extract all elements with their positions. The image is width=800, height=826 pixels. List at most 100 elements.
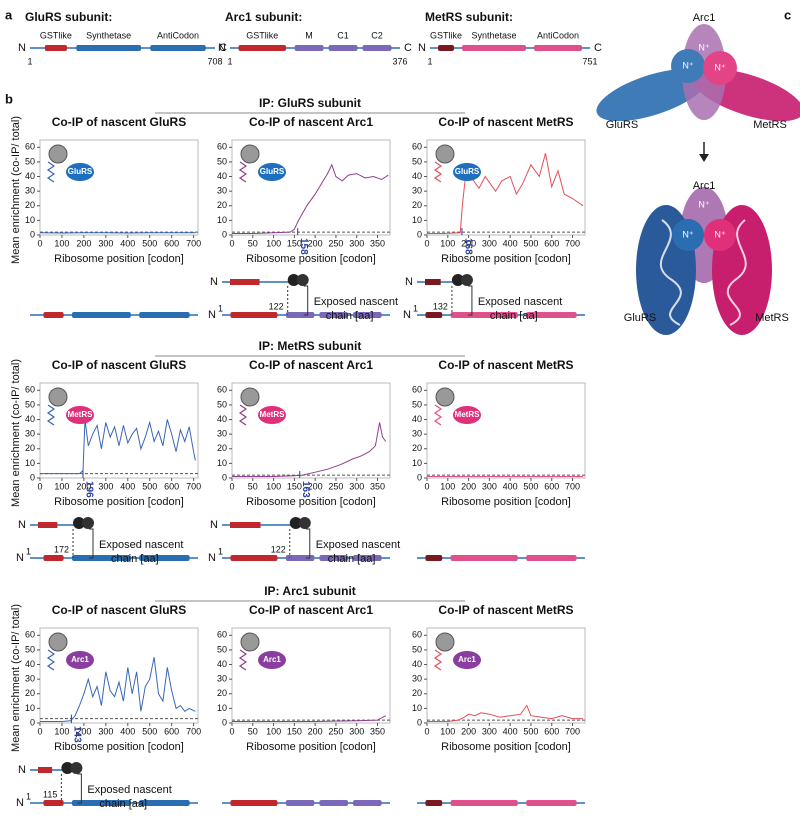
y-tick-label: 40 <box>412 414 422 424</box>
c-terminus: C <box>219 42 227 54</box>
chain-domain <box>425 279 441 285</box>
bracket <box>303 285 309 316</box>
c-terminus: C <box>404 42 412 54</box>
x-tick-label: 250 <box>328 726 343 736</box>
y-tick-label: 50 <box>25 399 35 409</box>
x-tick-label: 350 <box>370 238 385 248</box>
caption: chain [aa] <box>328 553 376 565</box>
domain <box>43 312 64 318</box>
ribosome <box>287 274 300 286</box>
bait-label: GluRS <box>68 167 93 176</box>
y-tick-label: 60 <box>25 385 35 395</box>
x-tick-label: 300 <box>482 238 497 248</box>
n-terminus: N <box>18 764 26 776</box>
x-tick-label: 400 <box>120 726 135 736</box>
x-tick-label: 600 <box>164 726 179 736</box>
x-tick-label: 100 <box>440 238 455 248</box>
x-tick-label: 300 <box>482 481 497 491</box>
x-tick-label: 50 <box>248 238 258 248</box>
y-tick-label: 20 <box>25 688 35 698</box>
exposed-position: 122 <box>271 544 286 554</box>
y-tick-label: 50 <box>217 644 227 654</box>
panel-label: b <box>5 91 13 106</box>
y-tick-label: 10 <box>25 458 35 468</box>
domain <box>425 312 443 318</box>
end-residue: 751 <box>582 56 597 66</box>
domain <box>425 555 443 561</box>
ribosome-icon <box>435 632 455 652</box>
data-line <box>232 163 389 234</box>
x-tick-label: 600 <box>544 481 559 491</box>
domain <box>230 312 278 318</box>
x-tick-label: 600 <box>164 238 179 248</box>
nascent-chain-icon <box>433 404 443 426</box>
bait-icon <box>453 163 481 181</box>
data-line <box>232 422 387 477</box>
bait-label: GluRS <box>455 167 480 176</box>
x-tick-label: 100 <box>54 238 69 248</box>
x-tick-label: 0 <box>229 481 234 491</box>
y-tick-label: 20 <box>217 200 227 210</box>
y-tick-label: 40 <box>217 171 227 181</box>
domain <box>294 45 324 51</box>
plot-frame <box>231 139 391 236</box>
x-tick-label: 300 <box>482 726 497 736</box>
ribosome <box>296 274 309 286</box>
domain <box>43 800 64 806</box>
ribosome-icon <box>435 144 455 164</box>
y-tick-label: 20 <box>217 688 227 698</box>
x-tick-label: 300 <box>98 238 113 248</box>
domain <box>353 800 382 806</box>
domain <box>462 45 526 51</box>
row-header: IP: GluRS subunit <box>259 96 361 110</box>
caption: Exposed nascent <box>316 539 400 551</box>
onset-label: 196 <box>83 481 94 498</box>
n-label: N⁺ <box>714 62 725 72</box>
data-line <box>40 419 196 475</box>
x-tick-label: 600 <box>544 726 559 736</box>
bait-label: Arc1 <box>71 655 89 664</box>
n-terminus: N <box>16 797 24 809</box>
y-tick-label: 0 <box>417 229 422 239</box>
x-tick-label: 150 <box>287 726 302 736</box>
y-tick-label: 10 <box>25 215 35 225</box>
y-tick-label: 0 <box>30 229 35 239</box>
domain <box>150 45 206 51</box>
n-label: N⁺ <box>682 60 693 70</box>
plot-frame <box>39 627 199 724</box>
bait-label: MetRS <box>455 410 481 419</box>
ribosome <box>61 762 74 774</box>
y-tick-label: 10 <box>412 215 422 225</box>
domain <box>526 800 577 806</box>
protein-title: Arc1 subunit: <box>225 10 302 24</box>
bracket <box>89 528 94 559</box>
bait-icon <box>453 651 481 669</box>
x-tick-label: 400 <box>120 481 135 491</box>
ribosome-icon <box>48 144 68 164</box>
domain <box>362 45 392 51</box>
x-tick-label: 300 <box>98 726 113 736</box>
domain <box>285 555 315 561</box>
x-tick-label: 600 <box>544 238 559 248</box>
ribosome-icon <box>240 144 260 164</box>
data-line <box>427 704 584 722</box>
x-tick-label: 400 <box>503 238 518 248</box>
domain <box>353 555 382 561</box>
domain <box>328 45 358 51</box>
y-tick-label: 0 <box>30 717 35 727</box>
chart-title: Co-IP of nascent GluRS <box>52 115 186 129</box>
end-residue: 708 <box>207 56 222 66</box>
x-tick-label: 200 <box>76 481 91 491</box>
caption: Exposed nascent <box>99 539 183 551</box>
y-tick-label: 60 <box>217 385 227 395</box>
y-axis-label: Mean enrichment (co-IP/ total) <box>10 116 22 264</box>
n-terminus: N <box>208 309 216 321</box>
protein-title: GluRS subunit: <box>25 10 112 24</box>
complex-bottom <box>636 187 772 335</box>
n-terminus: N <box>403 309 411 321</box>
n-terminus: N <box>208 552 216 564</box>
x-tick-label: 100 <box>54 726 69 736</box>
exposed-position: 132 <box>433 301 448 311</box>
n-label: N⁺ <box>698 199 709 209</box>
onset-label: 158 <box>298 238 309 255</box>
